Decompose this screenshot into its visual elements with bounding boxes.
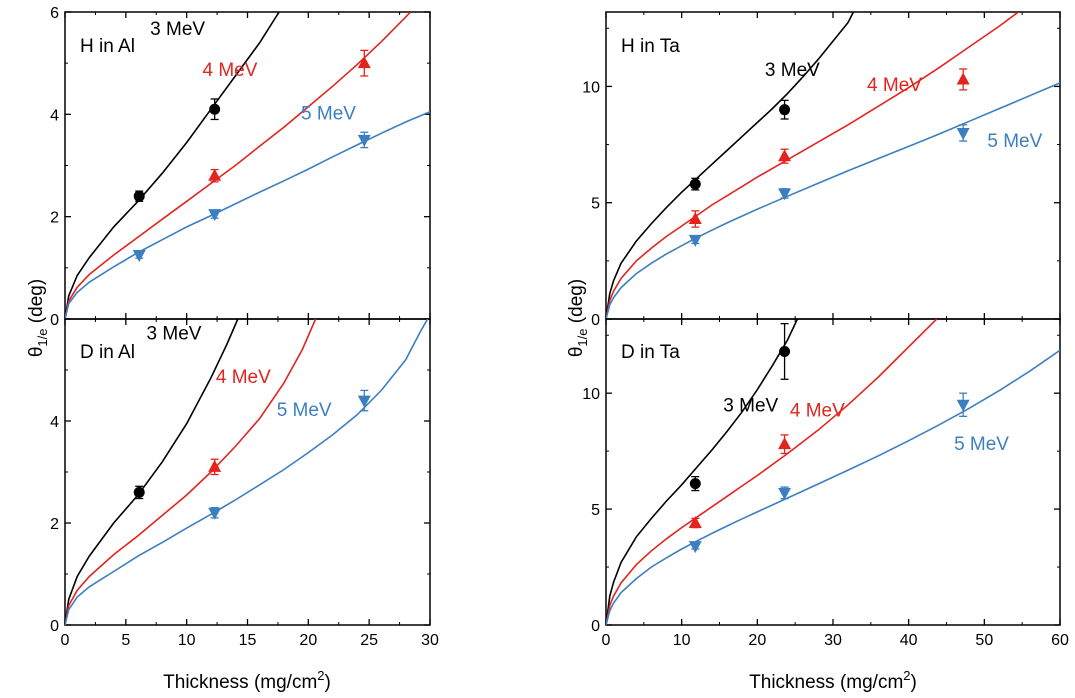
h-in-ta-y-tick-label: 10 bbox=[582, 79, 600, 96]
h-in-al-label-3-mev: 3 MeV bbox=[150, 19, 205, 40]
h-in-al-point-4-mev bbox=[208, 168, 222, 181]
h-in-ta-curve-3-mev bbox=[606, 12, 855, 319]
x-axis-label-left: Thickness (mg/cm2) bbox=[163, 668, 331, 693]
h-in-ta-label-3-mev: 3 MeV bbox=[765, 60, 820, 81]
d-in-al-x-tick-label: 30 bbox=[421, 632, 439, 649]
d-in-al-point-3-mev bbox=[133, 486, 145, 498]
d-in-ta-x-tick-label: 30 bbox=[824, 632, 842, 649]
d-in-al-x-tick-label: 10 bbox=[178, 632, 196, 649]
h-in-ta-point-5-mev bbox=[688, 234, 702, 247]
d-in-ta-x-tick-label: 0 bbox=[602, 632, 611, 649]
h-in-al-point-5-mev bbox=[208, 209, 222, 222]
d-in-ta-label-4-mev: 4 MeV bbox=[790, 400, 845, 421]
d-in-ta-label-3-mev: 3 MeV bbox=[723, 396, 778, 417]
h-in-ta-curve-5-mev bbox=[606, 82, 1060, 319]
d-in-ta-curve-3-mev bbox=[606, 319, 799, 625]
d-in-ta-point-3-mev bbox=[779, 345, 791, 357]
d-in-al-curve-4-mev bbox=[65, 319, 317, 625]
x-axis-label-right: Thickness (mg/cm2) bbox=[749, 668, 917, 693]
d-in-al-curve-5-mev bbox=[65, 319, 429, 625]
h-in-ta-point-5-mev bbox=[956, 127, 970, 140]
d-in-al-point-5-mev bbox=[357, 395, 371, 408]
h-in-ta-point-4-mev bbox=[778, 149, 792, 162]
d-in-ta-x-tick-label: 20 bbox=[748, 632, 766, 649]
d-in-ta-y-tick-label: 5 bbox=[591, 502, 600, 519]
d-in-ta-curve-4-mev bbox=[606, 319, 938, 625]
h-in-ta-y-tick-label: 5 bbox=[591, 196, 600, 213]
d-in-al-x-tick-label: 5 bbox=[121, 632, 130, 649]
h-in-al-curve-3-mev bbox=[65, 12, 280, 319]
d-in-ta-y-tick-label: 10 bbox=[582, 386, 600, 403]
d-in-ta-point-5-mev bbox=[778, 487, 792, 500]
d-in-ta-label-5-mev: 5 MeV bbox=[954, 434, 1009, 455]
h-in-al-point-5-mev bbox=[132, 250, 146, 263]
h-in-al-point-4-mev bbox=[357, 56, 371, 69]
d-in-al-y-tick-label: 2 bbox=[50, 516, 59, 533]
d-in-ta-point-5-mev bbox=[956, 399, 970, 412]
h-in-ta-point-4-mev bbox=[688, 211, 702, 224]
h-in-al-point-5-mev bbox=[357, 134, 371, 147]
d-in-ta-frame bbox=[605, 318, 1061, 626]
d-in-ta-point-3-mev bbox=[689, 478, 701, 490]
h-in-ta-point-4-mev bbox=[956, 72, 970, 85]
h-in-al-label-5-mev: 5 MeV bbox=[301, 103, 356, 124]
d-in-ta-point-4-mev bbox=[778, 437, 792, 450]
d-in-ta-point-5-mev bbox=[688, 541, 702, 554]
d-in-ta-x-tick-label: 50 bbox=[975, 632, 993, 649]
d-in-ta-x-tick-label: 40 bbox=[900, 632, 918, 649]
d-in-al-frame bbox=[64, 318, 431, 626]
h-in-ta-y-tick-label: 0 bbox=[591, 312, 600, 329]
d-in-al-x-tick-label: 20 bbox=[299, 632, 317, 649]
h-in-al-label-4-mev: 4 MeV bbox=[202, 60, 257, 81]
d-in-al-x-tick-label: 15 bbox=[239, 632, 257, 649]
h-in-al-y-tick-label: 4 bbox=[50, 107, 59, 124]
d-in-al-point-4-mev bbox=[208, 459, 222, 472]
h-in-al-curve-5-mev bbox=[65, 111, 430, 319]
d-in-ta-panel-title: D in Ta bbox=[621, 342, 680, 363]
d-in-al-label-4-mev: 4 MeV bbox=[216, 367, 271, 388]
h-in-ta-frame bbox=[605, 11, 1061, 320]
h-in-ta-label-4-mev: 4 MeV bbox=[867, 75, 922, 96]
d-in-al-label-3-mev: 3 MeV bbox=[147, 323, 202, 344]
d-in-al-x-tick-label: 25 bbox=[360, 632, 378, 649]
h-in-ta-label-5-mev: 5 MeV bbox=[987, 131, 1042, 152]
h-in-ta-panel-title: H in Ta bbox=[621, 36, 680, 57]
y-axis-label-left: θ1/e (deg) bbox=[26, 279, 50, 357]
d-in-ta-y-tick-label: 0 bbox=[591, 618, 600, 635]
h-in-al-y-tick-label: 2 bbox=[50, 210, 59, 227]
h-in-al-point-3-mev bbox=[209, 103, 221, 115]
h-in-ta-point-3-mev bbox=[689, 178, 701, 190]
d-in-al-point-5-mev bbox=[208, 507, 222, 520]
d-in-al-y-tick-label: 4 bbox=[50, 414, 59, 431]
h-in-al-curve-4-mev bbox=[65, 12, 412, 319]
h-in-al-point-3-mev bbox=[133, 190, 145, 202]
d-in-ta-point-4-mev bbox=[688, 516, 702, 528]
d-in-al-y-tick-label: 0 bbox=[50, 618, 59, 635]
h-in-ta-curve-4-mev bbox=[606, 12, 1019, 319]
h-in-al-y-tick-label: 0 bbox=[50, 312, 59, 329]
d-in-ta-x-tick-label: 60 bbox=[1051, 632, 1069, 649]
h-in-al-panel-title: H in Al bbox=[80, 36, 135, 57]
h-in-ta-point-5-mev bbox=[778, 188, 792, 201]
d-in-al-x-tick-label: 0 bbox=[61, 632, 70, 649]
d-in-ta-curve-5-mev bbox=[606, 349, 1060, 625]
h-in-ta-point-3-mev bbox=[779, 104, 791, 116]
y-axis-label-right: θ1/e (deg) bbox=[566, 279, 590, 357]
d-in-al-panel-title: D in Al bbox=[80, 342, 135, 363]
h-in-al-y-tick-label: 6 bbox=[50, 5, 59, 22]
d-in-al-label-5-mev: 5 MeV bbox=[277, 400, 332, 421]
d-in-ta-x-tick-label: 10 bbox=[673, 632, 691, 649]
